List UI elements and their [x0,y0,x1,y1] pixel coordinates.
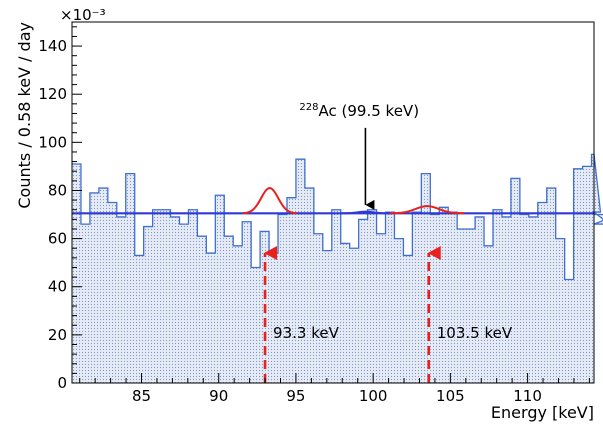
x-tick-label: 95 [286,387,305,405]
peak-label: 93.3 keV [273,324,340,342]
x-axis-title: Energy [keV] [491,403,594,422]
ac228-label: 228Ac (99.5 keV) [299,102,419,120]
x-tick-label: 110 [513,387,542,405]
histogram-bars [72,153,603,383]
y-tick-label: 40 [48,278,67,296]
plot-frame [71,21,595,384]
peak-fit-curve [390,205,465,215]
y-tick-label: 120 [38,85,67,103]
histogram-fill [72,154,603,383]
y-tick-label: 100 [38,133,67,151]
y-exponent-label: ×10⁻³ [60,6,106,24]
y-axis-title: Counts / 0.58 keV / day [15,22,34,209]
y-tick-label: 20 [48,326,67,344]
peak-fit-curve [242,187,297,215]
fit-curves [72,187,594,215]
x-tick-label: 90 [209,387,228,405]
y-tick-label: 60 [48,230,67,248]
x-tick-label: 100 [359,387,388,405]
y-tick-label: 140 [38,37,67,55]
y-tick-label: 0 [57,374,67,392]
x-tick-label: 105 [436,387,465,405]
axes: 85 90 95 100 105 110 0 20 40 60 80 100 120 140 [38,26,590,405]
x-tick-label: 85 [132,387,151,405]
histogram-outline [72,153,603,281]
peak-fit-curve [340,210,391,215]
y-tick-label: 80 [48,181,67,199]
annotations: 228Ac (99.5 keV) 93.3 keV 103.5 keV [263,102,513,383]
peak-label: 103.5 keV [437,324,513,342]
